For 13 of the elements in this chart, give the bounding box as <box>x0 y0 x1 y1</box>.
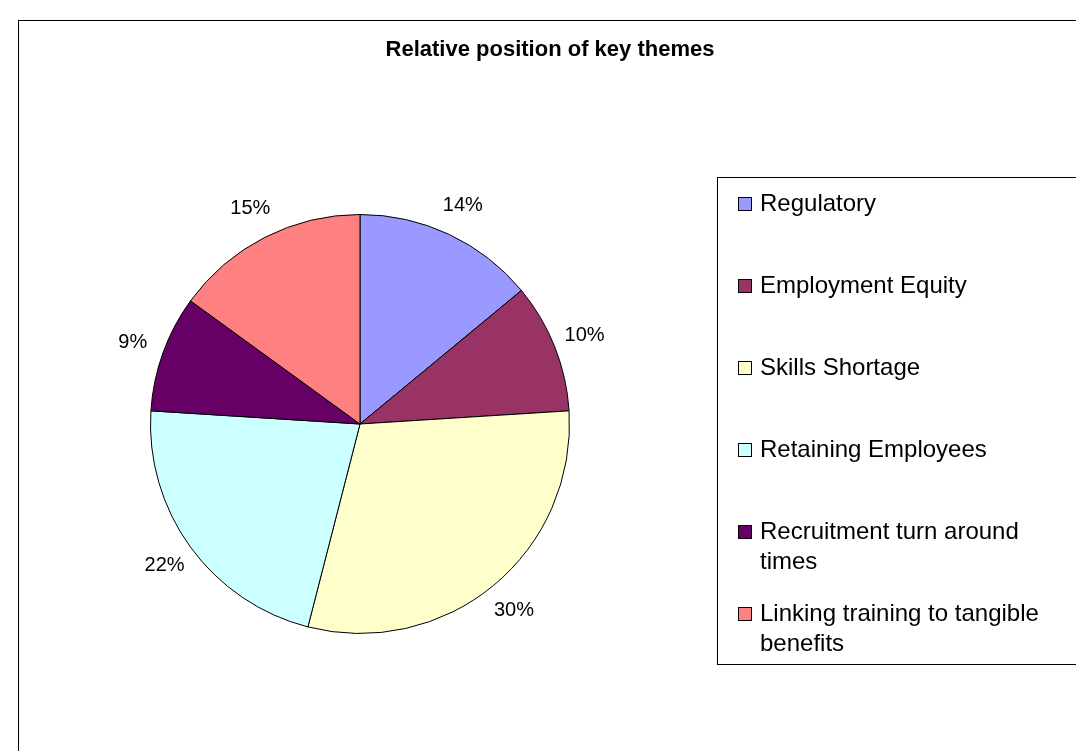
data-label: 15% <box>230 196 271 219</box>
data-label: 30% <box>493 597 535 620</box>
data-label: 10% <box>564 322 605 345</box>
data-label: 22% <box>144 553 185 576</box>
data-label: 14% <box>442 193 484 215</box>
legend-label: Skills Shortage <box>760 352 921 382</box>
legend-label: Linking training to tangible benefits <box>760 598 1040 658</box>
legend-label: Regulatory <box>760 188 877 218</box>
legend-label: Recruitment turn around times <box>760 516 1020 576</box>
chart-title: Relative position of key themes <box>384 36 716 62</box>
legend-label: Retaining Employees <box>760 434 987 464</box>
data-label: 9% <box>118 329 148 352</box>
legend-label: Employment Equity <box>760 270 967 300</box>
